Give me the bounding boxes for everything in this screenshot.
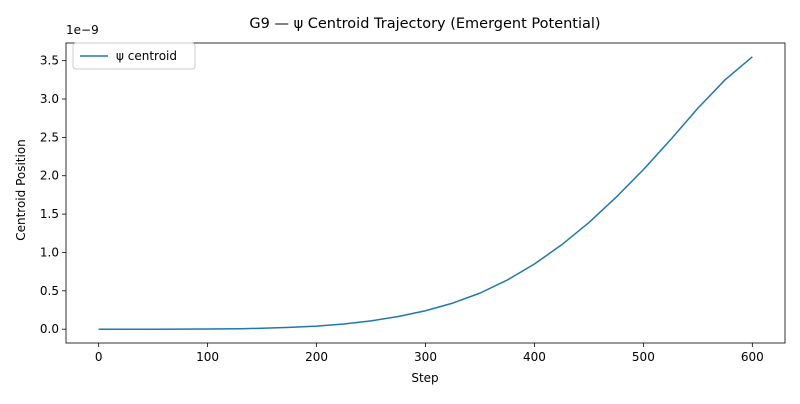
y-tick-label: 0.0 (40, 322, 59, 336)
y-tick-label: 3.5 (40, 54, 59, 68)
x-tick-label: 600 (741, 350, 764, 364)
x-tick-label: 100 (196, 350, 219, 364)
x-tick-label: 300 (414, 350, 437, 364)
y-tick-label: 3.0 (40, 92, 59, 106)
y-axis-title: Centroid Position (14, 139, 28, 241)
x-axis-title: Step (411, 371, 438, 385)
y-tick-label: 2.5 (40, 130, 59, 144)
y-offset-label: 1e−9 (66, 23, 99, 37)
x-tick-label: 400 (523, 350, 546, 364)
series-line (98, 56, 753, 330)
plot-area: 0 100 200 300 400 500 600 0.0 0.5 1.0 1.5 2.0 2.5 3.0… (40, 42, 786, 364)
x-tick-label: 0 (95, 350, 103, 364)
x-tick-label: 200 (305, 350, 328, 364)
y-tick-label: 2.0 (40, 169, 59, 183)
chart-title: G9 — ψ Centroid Trajectory (Emergent Pot… (249, 16, 600, 32)
legend-box (72, 42, 196, 70)
y-tick-label: 1.0 (40, 245, 59, 259)
x-tick-label: 500 (632, 350, 655, 364)
legend: ψ centroid (72, 42, 196, 70)
y-tick-label: 1.5 (40, 207, 59, 221)
legend-label: ψ centroid (116, 49, 177, 63)
plot-frame (65, 42, 786, 344)
y-tick-label: 0.5 (40, 284, 59, 298)
